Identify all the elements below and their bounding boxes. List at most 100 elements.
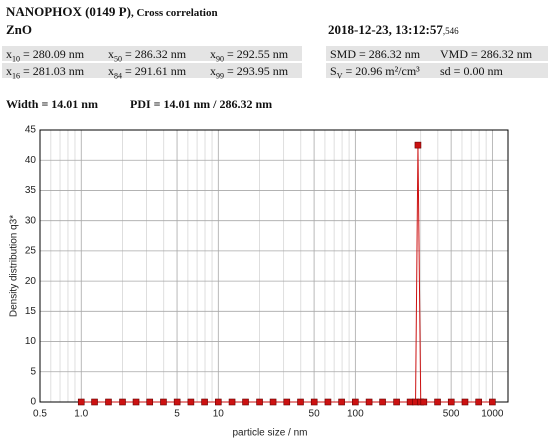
stat-value: = 291.61 nm (125, 64, 187, 78)
stats-band (2, 63, 302, 78)
stat-symbol: x (108, 64, 114, 78)
stats-band (2, 46, 302, 61)
data-point (447, 398, 455, 406)
stat-value: = 286.32 nm (125, 47, 187, 61)
data-point (187, 398, 195, 406)
x-tick-label: 10 (213, 409, 225, 420)
data-point (132, 398, 140, 406)
stat: VMD = 286.32 nm (440, 47, 532, 62)
stat-subscript: 90 (216, 54, 224, 64)
data-point (242, 398, 249, 406)
data-point (489, 398, 496, 406)
y-tick-label: 35 (25, 185, 37, 196)
stat-symbol: x (6, 47, 12, 61)
data-point (434, 398, 441, 406)
data-point (414, 141, 422, 149)
data-point (297, 398, 304, 406)
data-point (256, 398, 263, 406)
stat-symbol: S (330, 64, 337, 78)
stat-subscript: 16 (12, 71, 20, 81)
data-point (173, 398, 181, 406)
data-point (105, 398, 112, 406)
stat-symbol: x (210, 64, 216, 78)
data-point (269, 398, 277, 406)
datetime: 2018-12-23, 13:12:57 (328, 22, 443, 37)
stat-subscript: 99 (216, 71, 224, 81)
stat-symbol: x (108, 47, 114, 61)
series-line (81, 145, 493, 403)
data-point (420, 398, 428, 406)
data-point (475, 398, 482, 406)
data-point (283, 398, 291, 406)
pdi: PDI = 14.01 nm / 286.32 nm (130, 97, 273, 111)
datetime-line: 2018-12-23, 13:12:57,546 (328, 22, 459, 38)
data-point (393, 398, 400, 406)
x-tick-label: 500 (443, 409, 460, 420)
data-point (146, 398, 154, 406)
data-point (338, 398, 345, 406)
stat: x99 = 293.95 nm (210, 64, 288, 80)
title-line: NANOPHOX (0149 P), Cross correlation (6, 4, 218, 20)
data-point (406, 398, 414, 406)
stat: x10 = 280.09 nm (6, 47, 84, 63)
stat-value: = 286.32 nm (471, 47, 533, 61)
data-point (461, 398, 469, 406)
stat: x50 = 286.32 nm (108, 47, 186, 63)
y-tick-label: 15 (25, 306, 37, 317)
data-point (214, 398, 222, 406)
y-tick-label: 30 (25, 215, 37, 226)
y-tick-label: 5 (30, 366, 36, 377)
x-tick-label: 1.0 (74, 409, 88, 420)
y-tick-label: 20 (25, 276, 37, 287)
data-point (119, 398, 126, 406)
data-point (352, 398, 359, 406)
data-point (310, 398, 318, 406)
subtitle: , Cross correlation (130, 7, 218, 19)
y-axis-label: Density distribution q3* (9, 215, 20, 317)
data-point (324, 398, 332, 406)
y-tick-label: 10 (25, 336, 37, 347)
data-point (365, 398, 373, 406)
stat-value: = 280.09 nm (23, 47, 85, 61)
stat: SV = 20.96 m²/cm³ (330, 64, 420, 80)
stat-symbol: sd (440, 64, 451, 78)
x-tick-label: 5 (174, 409, 180, 420)
x-tick-label: 1000 (481, 409, 504, 420)
data-point (228, 398, 236, 406)
title: NANOPHOX (0149 P) (6, 4, 131, 19)
y-tick-label: 40 (25, 155, 37, 166)
stats-band (326, 46, 548, 61)
stat-symbol: x (6, 64, 12, 78)
sample: ZnO (6, 22, 33, 37)
stat-subscript: 84 (114, 71, 122, 81)
stat-symbol: x (210, 47, 216, 61)
x-tick-label: 100 (347, 409, 364, 420)
stat: sd = 0.00 nm (440, 64, 503, 79)
data-point (201, 398, 208, 406)
stat-symbol: SMD (330, 47, 357, 61)
data-point (91, 398, 98, 406)
data-point (77, 398, 85, 406)
data-point (379, 398, 386, 406)
data-point (160, 398, 167, 406)
stat: x90 = 292.55 nm (210, 47, 288, 63)
y-tick-label: 25 (25, 246, 37, 257)
y-tick-label: 0 (30, 397, 36, 408)
width: Width = 14.01 nm (6, 97, 98, 111)
stat-value: = 20.96 m²/cm³ (345, 64, 420, 78)
stat-value: = 281.03 nm (23, 64, 85, 78)
y-tick-label: 45 (25, 125, 37, 136)
stat-value: = 286.32 nm (359, 47, 421, 61)
datetime-ms: ,546 (442, 26, 459, 36)
stat: x84 = 291.61 nm (108, 64, 186, 80)
stats-band (326, 63, 548, 78)
stat-subscript: 50 (114, 54, 122, 64)
stat-symbol: VMD (440, 47, 469, 61)
stat-value: = 293.95 nm (227, 64, 289, 78)
x-tick-label: 50 (309, 409, 321, 420)
x-axis-label: particle size / nm (232, 428, 307, 439)
stat-value: = 292.55 nm (227, 47, 289, 61)
stat: SMD = 286.32 nm (330, 47, 420, 62)
